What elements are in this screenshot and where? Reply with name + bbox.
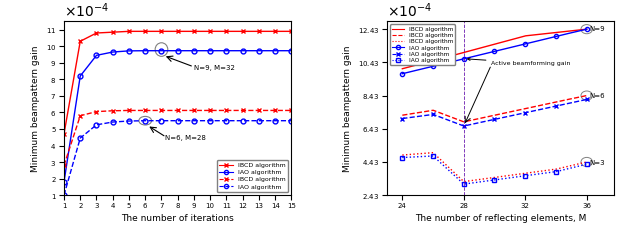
Legend: IBCD algorithm, IBCD algorithm, IBCD algorithm, IAO algorithm, IAO algorithm, IA: IBCD algorithm, IBCD algorithm, IBCD alg… xyxy=(390,24,455,65)
X-axis label: The number of iterations: The number of iterations xyxy=(122,214,234,223)
Text: N=9, M=32: N=9, M=32 xyxy=(194,65,235,71)
Y-axis label: Minimum beampattern gain: Minimum beampattern gain xyxy=(31,45,40,172)
Text: Active beamforming gain: Active beamforming gain xyxy=(468,58,571,66)
Text: N=9: N=9 xyxy=(589,26,605,32)
X-axis label: The number of reflecting elements, M: The number of reflecting elements, M xyxy=(415,214,586,223)
Text: N=6: N=6 xyxy=(589,93,605,99)
Text: N=3: N=3 xyxy=(589,160,605,166)
Text: N=6, M=28: N=6, M=28 xyxy=(164,135,205,141)
Legend: IBCD algorithm, IAO algorithm, IBCD algorithm, IAO algorithm: IBCD algorithm, IAO algorithm, IBCD algo… xyxy=(217,160,288,192)
Y-axis label: Minimum beampattern gain: Minimum beampattern gain xyxy=(343,45,352,172)
